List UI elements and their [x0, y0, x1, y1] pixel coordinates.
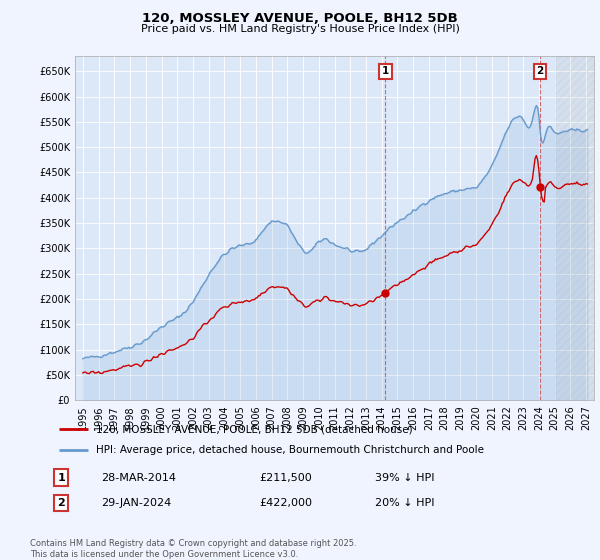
Text: Price paid vs. HM Land Registry's House Price Index (HPI): Price paid vs. HM Land Registry's House … [140, 24, 460, 34]
Text: 120, MOSSLEY AVENUE, POOLE, BH12 5DB: 120, MOSSLEY AVENUE, POOLE, BH12 5DB [142, 12, 458, 25]
Text: 39% ↓ HPI: 39% ↓ HPI [376, 473, 435, 483]
Text: HPI: Average price, detached house, Bournemouth Christchurch and Poole: HPI: Average price, detached house, Bour… [95, 445, 484, 455]
Text: 1: 1 [58, 473, 65, 483]
Text: 2: 2 [536, 67, 544, 77]
Text: 28-MAR-2014: 28-MAR-2014 [101, 473, 176, 483]
Text: £211,500: £211,500 [259, 473, 312, 483]
Text: 1: 1 [382, 67, 389, 77]
Text: 2: 2 [58, 498, 65, 508]
Text: 120, MOSSLEY AVENUE, POOLE, BH12 5DB (detached house): 120, MOSSLEY AVENUE, POOLE, BH12 5DB (de… [95, 424, 412, 435]
Text: 20% ↓ HPI: 20% ↓ HPI [376, 498, 435, 508]
Text: £422,000: £422,000 [259, 498, 312, 508]
Text: 29-JAN-2024: 29-JAN-2024 [101, 498, 171, 508]
Text: Contains HM Land Registry data © Crown copyright and database right 2025.
This d: Contains HM Land Registry data © Crown c… [30, 539, 356, 559]
